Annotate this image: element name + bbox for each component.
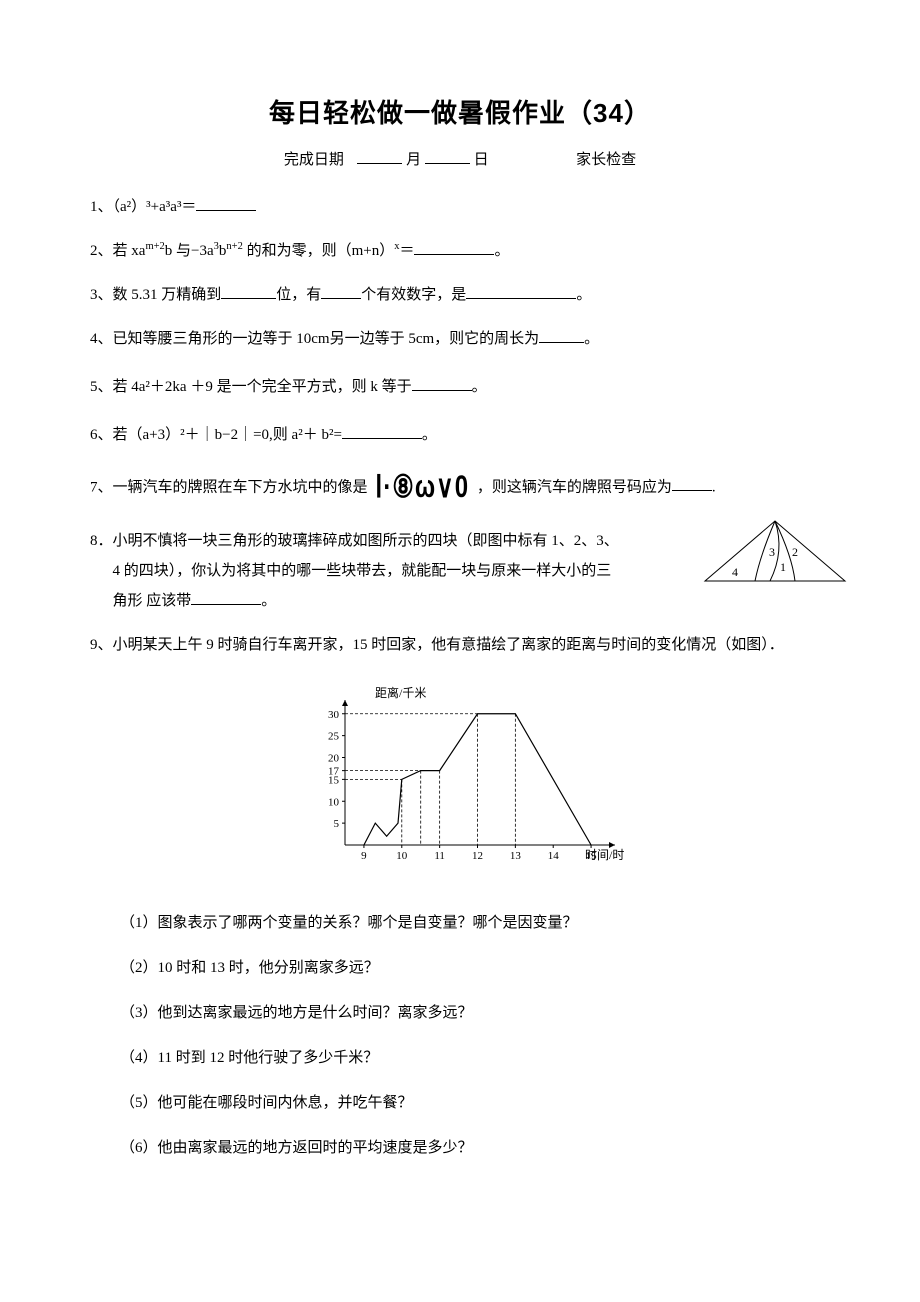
q2-num: 2、 xyxy=(90,243,113,259)
q7-pre: 一辆汽车的牌照在车下方水坑中的像是 xyxy=(113,479,368,495)
problem-1: 1、（a²）³+a³a³＝ xyxy=(90,192,830,222)
header-month: 月 xyxy=(406,152,421,168)
q9-num: 9、 xyxy=(90,637,113,653)
svg-text:10: 10 xyxy=(396,850,408,862)
problem-8: 8．小明不慎将一块三角形的玻璃摔碎成如图所示的四块（即图中标有 1、2、3、 4… xyxy=(90,526,830,616)
q7-post: ，则这辆汽车的牌照号码应为 xyxy=(477,479,672,495)
q8-period: 。 xyxy=(261,593,276,609)
q3-pre: 数 5.31 万精确到 xyxy=(113,287,222,303)
q3-mid1: 位，有 xyxy=(276,287,321,303)
distance-time-chart: 51015172025309101112131415距离/千米时间/时 xyxy=(90,680,830,880)
tri-label-2: 2 xyxy=(792,545,798,559)
svg-text:20: 20 xyxy=(328,752,340,764)
q7-plate-image: Ⅰ·⑧ω∨0 xyxy=(371,457,473,519)
q4-num: 4、 xyxy=(90,331,113,347)
q5-blank xyxy=(412,376,472,391)
q3-blank1 xyxy=(221,284,276,299)
q7-blank xyxy=(672,476,712,491)
tri-label-3: 3 xyxy=(769,545,775,559)
q2-sup3: n+2 xyxy=(226,241,242,252)
q7-num: 7、 xyxy=(90,479,113,495)
q3-mid2: 个有效数字，是 xyxy=(361,287,466,303)
blank-month xyxy=(357,149,402,164)
q1-blank xyxy=(196,196,256,211)
sub-q1: （1）图象表示了哪两个变量的关系？哪个是自变量？哪个是因变量？ xyxy=(120,910,830,937)
tri-label-4: 4 xyxy=(732,565,738,579)
svg-text:17: 17 xyxy=(328,765,340,777)
svg-text:12: 12 xyxy=(472,850,483,862)
q8-blank xyxy=(191,590,261,605)
q5-num: 5、 xyxy=(90,379,113,395)
sub-q2: （2）10 时和 13 时，他分别离家多远？ xyxy=(120,955,830,982)
q9-text: 小明某天上午 9 时骑自行车离开家，15 时回家，他有意描绘了离家的距离与时间的… xyxy=(113,637,784,653)
q6-period: 。 xyxy=(422,427,437,443)
svg-text:30: 30 xyxy=(328,709,340,721)
q3-period: 。 xyxy=(576,287,591,303)
sub-q3: （3）他到达离家最远的地方是什么时间？离家多远？ xyxy=(120,1000,830,1027)
q5-period: 。 xyxy=(472,379,487,395)
q4-period: 。 xyxy=(584,331,599,347)
sub-questions: （1）图象表示了哪两个变量的关系？哪个是自变量？哪个是因变量？ （2）10 时和… xyxy=(120,910,830,1162)
svg-text:5: 5 xyxy=(334,818,340,830)
q8-line2: 4 的四块），你认为将其中的哪一些块带去，就能配一块与原来一样大小的三 xyxy=(113,563,612,579)
header-day: 日 xyxy=(474,152,489,168)
blank-day xyxy=(425,149,470,164)
svg-text:距离/千米: 距离/千米 xyxy=(375,685,426,700)
problem-4: 4、已知等腰三角形的一边等于 10cm另一边等于 5cm，则它的周长为 。 xyxy=(90,324,830,354)
q3-num: 3、 xyxy=(90,287,113,303)
q2-end: ＝ xyxy=(399,243,414,259)
q5-text: 若 4a²＋2ka ＋9 是一个完全平方式，则 k 等于 xyxy=(113,379,412,395)
q4-blank xyxy=(539,328,584,343)
q2-blank xyxy=(414,240,494,255)
q6-blank xyxy=(342,424,422,439)
page-title: 每日轻松做一做暑假作业（34） xyxy=(90,90,830,137)
sub-q5: （5）他可能在哪段时间内休息，并吃午餐？ xyxy=(120,1090,830,1117)
q3-blank3 xyxy=(466,284,576,299)
header-line: 完成日期 月 日 家长检查 xyxy=(90,147,830,174)
svg-text:时间/时: 时间/时 xyxy=(585,848,624,862)
problem-7: 7、一辆汽车的牌照在车下方水坑中的像是 Ⅰ·⑧ω∨0 ，则这辆汽车的牌照号码应为… xyxy=(90,464,830,512)
q2-pre: 若 xa xyxy=(113,243,146,259)
problem-5: 5、若 4a²＋2ka ＋9 是一个完全平方式，则 k 等于 。 xyxy=(90,372,830,402)
svg-text:25: 25 xyxy=(328,730,340,742)
svg-text:13: 13 xyxy=(510,850,522,862)
problem-6: 6、若（a+3）²＋｜b−2｜=0,则 a²＋ b²= 。 xyxy=(90,420,830,450)
q6-num: 6、 xyxy=(90,427,113,443)
q3-blank2 xyxy=(321,284,361,299)
q8-line3: 角形 应该带 xyxy=(113,593,192,609)
problem-2: 2、若 xam+2b 与−3a3bn+2 的和为零，则（m+n）x＝。 xyxy=(90,236,830,266)
chart-svg: 51015172025309101112131415距离/千米时间/时 xyxy=(290,680,630,870)
svg-text:10: 10 xyxy=(328,796,340,808)
q7-period: . xyxy=(712,479,716,495)
header-prefix: 完成日期 xyxy=(284,152,344,168)
problem-3: 3、数 5.31 万精确到 位，有 个有效数字，是 。 xyxy=(90,280,830,310)
q6-text: 若（a+3）²＋｜b−2｜=0,则 a²＋ b²= xyxy=(113,427,342,443)
q8-line1: 小明不慎将一块三角形的玻璃摔碎成如图所示的四块（即图中标有 1、2、3、 xyxy=(113,533,619,549)
sub-q4: （4）11 时到 12 时他行驶了多少千米？ xyxy=(120,1045,830,1072)
sub-q6: （6）他由离家最远的地方返回时的平均速度是多少？ xyxy=(120,1135,830,1162)
svg-text:14: 14 xyxy=(548,850,560,862)
svg-text:9: 9 xyxy=(361,850,367,862)
problem-9: 9、小明某天上午 9 时骑自行车离开家，15 时回家，他有意描绘了离家的距离与时… xyxy=(90,630,830,660)
q1-num: 1、 xyxy=(90,199,113,215)
q8-num: 8． xyxy=(90,533,113,549)
header-check: 家长检查 xyxy=(576,152,636,168)
q2-mid3: 的和为零，则（m+n） xyxy=(243,243,394,259)
q2-mid1: b 与−3a xyxy=(165,243,214,259)
q4-text: 已知等腰三角形的一边等于 10cm另一边等于 5cm，则它的周长为 xyxy=(113,331,540,347)
triangle-diagram: 1 2 3 4 xyxy=(700,516,850,586)
svg-text:11: 11 xyxy=(434,850,445,862)
q1-text: （a²）³+a³a³＝ xyxy=(113,199,197,215)
tri-label-1: 1 xyxy=(780,560,786,574)
q2-sup1: m+2 xyxy=(145,241,164,252)
q2-period: 。 xyxy=(494,243,509,259)
